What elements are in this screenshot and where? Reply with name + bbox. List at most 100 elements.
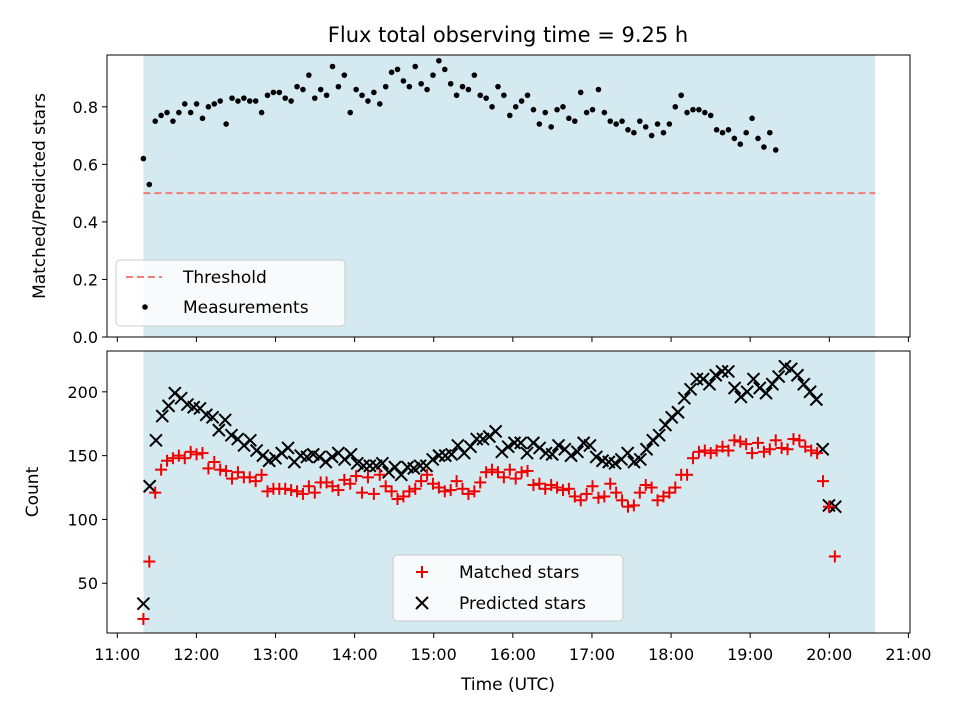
predicted-star-point	[809, 392, 824, 407]
matched-star-point	[332, 484, 345, 497]
measurement-point	[264, 92, 271, 99]
measurement-point	[583, 109, 590, 116]
predicted-star-point	[501, 439, 515, 454]
matched-star-point	[769, 434, 782, 447]
measurement-point	[311, 95, 318, 101]
measurement-point	[613, 121, 619, 127]
bottom-xtick-label: 15:00	[411, 645, 457, 664]
bottom-xlabel: Time (UTC)	[460, 675, 555, 695]
predicted-star-point	[759, 386, 773, 400]
predicted-star-point	[545, 447, 559, 462]
measurement-point	[252, 98, 259, 104]
matched-star-point	[521, 464, 534, 477]
matched-star-point	[805, 444, 818, 457]
predicted-star-point	[426, 452, 440, 467]
measurement-point	[707, 112, 714, 119]
measurement-point	[512, 103, 519, 110]
measurement-point	[418, 80, 424, 87]
bottom-ylabel: Count	[23, 466, 43, 517]
bottom-xtick-label: 11:00	[94, 645, 140, 664]
matched-star-point	[261, 485, 274, 498]
measurement-point	[536, 121, 543, 127]
measurement-point	[430, 72, 436, 78]
matched-star-point	[639, 478, 652, 491]
matched-star-point	[178, 452, 191, 465]
measurement-point	[471, 72, 478, 78]
predicted-star-point	[161, 399, 176, 413]
matched-star-point	[208, 456, 221, 469]
matched-star-point	[220, 464, 233, 477]
measurement-point	[761, 144, 767, 150]
measurement-point	[737, 141, 744, 148]
predicted-star-point	[218, 413, 232, 427]
top-ytick-label: 0.8	[73, 98, 98, 117]
measurement-point	[607, 118, 614, 124]
predicted-star-point	[488, 424, 503, 439]
bottom-ytick-label: 50	[78, 574, 98, 593]
matched-star-point	[438, 485, 451, 498]
matched-star-point	[704, 447, 717, 460]
top-ytick-label: 0.6	[73, 155, 98, 174]
matched-star-point	[728, 434, 741, 447]
matched-star-point	[775, 441, 788, 454]
matched-star-point	[255, 468, 268, 481]
measurement-point	[577, 89, 584, 96]
matched-star-point	[350, 470, 363, 483]
predicted-star-point	[721, 364, 736, 379]
top-axes-frame	[106, 54, 911, 338]
predicted-star-point	[727, 381, 742, 395]
predicted-star-point	[413, 459, 427, 473]
matched-star-point	[302, 480, 315, 493]
measurement-point	[193, 101, 200, 107]
matched-star-point	[627, 499, 640, 512]
predicted-star-point	[740, 385, 754, 399]
matched-star-point	[291, 485, 304, 498]
measurement-point	[619, 118, 625, 124]
measurement-point	[743, 129, 749, 136]
matched-star-point	[757, 445, 770, 458]
measurement-point	[211, 101, 218, 107]
bottom-xtick-label: 14:00	[332, 645, 378, 664]
measurement-point	[187, 109, 194, 116]
predicted-star-point	[155, 409, 169, 423]
predicted-star-point	[281, 441, 295, 455]
measurement-point	[270, 89, 277, 96]
matched-star-point	[409, 482, 422, 495]
predicted-star-point	[583, 438, 597, 453]
predicted-star-point	[746, 372, 761, 386]
bottom-ytick-label: 100	[67, 510, 98, 529]
measurement-point	[459, 83, 466, 90]
matched-star-point	[574, 494, 587, 507]
predicted-star-point	[142, 479, 157, 493]
matched-star-point	[746, 447, 759, 460]
measurement-point	[388, 69, 395, 76]
matched-star-point	[687, 452, 700, 465]
measurement-point	[347, 109, 354, 116]
matched-star-point	[562, 482, 575, 495]
measurement-point	[642, 124, 649, 130]
bottom-axes-frame	[106, 350, 911, 634]
measurement-point	[518, 98, 525, 104]
measurement-point	[382, 83, 389, 90]
measurement-point	[560, 103, 566, 110]
measurement-point	[566, 115, 572, 122]
predicted-star-point	[344, 447, 358, 462]
predicted-star-point	[243, 433, 258, 448]
measurement-point	[164, 109, 170, 116]
matched-star-point	[456, 482, 469, 495]
matched-star-point	[740, 438, 753, 451]
measurement-point	[170, 118, 176, 124]
matched-star-point	[509, 472, 522, 485]
matched-star-point	[137, 612, 150, 625]
matched-star-point	[734, 435, 747, 448]
predicted-star-point	[570, 445, 585, 459]
matched-star-point	[249, 475, 262, 488]
matched-star-point	[373, 468, 386, 481]
predicted-star-point	[149, 433, 163, 448]
matched-star-point	[817, 475, 830, 488]
matched-star-point	[592, 491, 605, 504]
matched-star-point	[486, 463, 499, 476]
matched-star-point	[781, 443, 794, 456]
measurement-point	[524, 92, 531, 99]
matched-star-point	[722, 444, 735, 457]
